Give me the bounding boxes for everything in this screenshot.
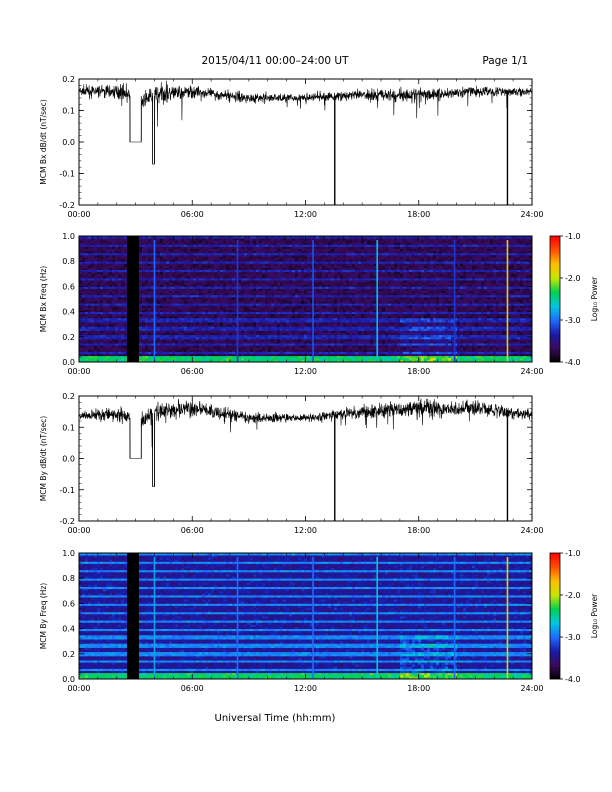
bx_dbdt-x-tick-label: 00:00 — [67, 210, 90, 219]
by_spec-y-tick-label: 1.0 — [62, 549, 75, 558]
bx_spec-x-tick-label: 24:00 — [520, 367, 543, 376]
bx_dbdt-y-tick-label: 0.2 — [62, 75, 75, 84]
by-dbdt-panel: 00:00 06:00 12:00 18:00 24:00 0.2 0.1 0.0 -0.1 -0… — [39, 392, 544, 535]
figure-title: 2015/04/11 00:00–24:00 UT — [201, 55, 349, 67]
by_spec-cells — [79, 553, 533, 680]
by_spec-colorbar-tick-label: -3.0 — [565, 633, 581, 642]
bx_dbdt-x-tick-label: 12:00 — [294, 210, 317, 219]
by_dbdt-y-tick-label: -0.2 — [59, 517, 75, 526]
by_spec-y-tick-label: 0.6 — [62, 599, 75, 608]
bx_dbdt-trace — [79, 80, 532, 165]
bx_spec-x-tick-label: 00:00 — [67, 367, 90, 376]
by_spec-colorbar-tick-label: -2.0 — [565, 591, 581, 600]
bx_spec-colorbar-tick-label: -4.0 — [565, 358, 581, 367]
by_spec-y-tick-label: 0.2 — [62, 650, 75, 659]
by_spec-colorbar-label: Log₁₀ Power — [590, 593, 599, 638]
by_dbdt-frame — [78, 395, 533, 522]
by_spec-colorbar-tick-label: -4.0 — [565, 675, 581, 684]
bx_spec-y-tick-label: 0.0 — [62, 358, 75, 367]
by_spec-y-axis-label: MCM By Freq (Hz) — [39, 583, 48, 649]
bx_dbdt-y-tick-label: 0.1 — [62, 107, 75, 116]
bx_dbdt-x-tick-label: 18:00 — [407, 210, 430, 219]
by_spec-y-tick-label: 0.8 — [62, 574, 75, 583]
by_spec-y-tick-label: 0.0 — [62, 675, 75, 684]
bx_spec-frame — [78, 235, 533, 363]
by_spec-colorbar — [549, 552, 561, 680]
by_spec-x-tick-label: 24:00 — [520, 684, 543, 693]
by_dbdt-y-tick-label: 0.2 — [62, 392, 75, 401]
bx_spec-y-tick-label: 1.0 — [62, 232, 75, 241]
bx_spec-x-tick-label: 18:00 — [407, 367, 430, 376]
by_spec-x-tick-label: 00:00 — [67, 684, 90, 693]
bx_spec-y-tick-label: 0.6 — [62, 282, 75, 291]
bx_spec-x-tick-label: 12:00 — [294, 367, 317, 376]
bx_dbdt-y-tick-label: -0.2 — [59, 201, 75, 210]
bx_spec-cells — [79, 236, 533, 363]
by-spectrogram-panel: -1.0 -2.0 -3.0 -4.0 Log₁₀ Power 00:00 06:00 12:… — [39, 549, 599, 693]
bx_dbdt-y-tick-label: 0.0 — [62, 138, 75, 147]
bx_dbdt-y-axis-label: MCM Bx dB/dt (nT/sec) — [39, 99, 48, 184]
by_spec-x-tick-label: 06:00 — [181, 684, 204, 693]
by_dbdt-x-tick-label: 18:00 — [407, 526, 430, 535]
bx_spec-colorbar-tick-label: -3.0 — [565, 316, 581, 325]
by_dbdt-x-tick-label: 12:00 — [294, 526, 317, 535]
by_dbdt-x-tick-label: 00:00 — [67, 526, 90, 535]
bx-dbdt-panel: 00:00 06:00 12:00 18:00 24:00 0.2 0.1 0.0 -0.1 -0… — [39, 75, 544, 219]
bx_dbdt-x-tick-label: 06:00 — [181, 210, 204, 219]
bx_spec-y-tick-label: 0.8 — [62, 257, 75, 266]
by_dbdt-x-tick-label: 24:00 — [520, 526, 543, 535]
bx_spec-colorbar — [549, 235, 561, 363]
by_spec-colorbar-tick-label: -1.0 — [565, 549, 581, 558]
bx_dbdt-x-tick-label: 24:00 — [520, 210, 543, 219]
bx_spec-y-tick-label: 0.2 — [62, 333, 75, 342]
x-axis-label: Universal Time (hh:mm) — [215, 713, 336, 724]
by_dbdt-trace — [79, 398, 532, 487]
by_dbdt-y-axis-label: MCM By dB/dt (nT/sec) — [39, 416, 48, 501]
by_spec-y-tick-label: 0.4 — [62, 625, 75, 634]
by_spec-x-tick-label: 18:00 — [407, 684, 430, 693]
bx_spec-colorbar-tick-label: -2.0 — [565, 274, 581, 283]
by_spec-frame — [78, 552, 533, 680]
by_spec-x-tick-label: 12:00 — [294, 684, 317, 693]
bx_spec-colorbar-tick-label: -1.0 — [565, 232, 581, 241]
bx_dbdt-y-tick-label: -0.1 — [59, 170, 75, 179]
by_dbdt-y-tick-label: 0.0 — [62, 455, 75, 464]
bx_spec-y-tick-label: 0.4 — [62, 308, 75, 317]
bx-spectrogram-panel: -1.0 -2.0 -3.0 -4.0 Log₁₀ Power 00:00 06:00 12:… — [39, 232, 599, 376]
bx_spec-y-axis-label: MCM Bx Freq (Hz) — [39, 266, 48, 332]
by_dbdt-y-tick-label: -0.1 — [59, 486, 75, 495]
by_dbdt-x-tick-label: 06:00 — [181, 526, 204, 535]
bx_dbdt-frame — [78, 78, 533, 206]
by_dbdt-y-tick-label: 0.1 — [62, 423, 75, 432]
page-label: Page 1/1 — [482, 55, 528, 67]
bx_spec-x-tick-label: 06:00 — [181, 367, 204, 376]
bx_spec-colorbar-label: Log₁₀ Power — [590, 276, 599, 321]
